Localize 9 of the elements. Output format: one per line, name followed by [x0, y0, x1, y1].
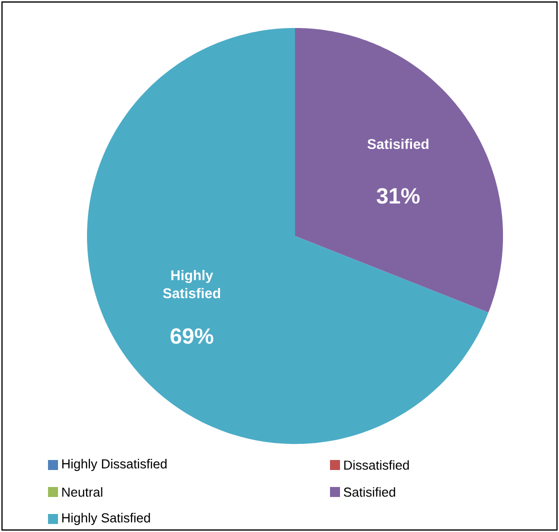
- data-label: 31%: [376, 188, 420, 204]
- legend-label: Highly Satisfied: [62, 512, 150, 526]
- legend-label: Highly Dissatisfied: [62, 458, 167, 472]
- legend-label: Dissatisfied: [344, 460, 409, 470]
- data-label: 69%: [170, 328, 214, 344]
- slice-label: Satisified: [367, 138, 428, 150]
- slice-label: Highly Satisfied: [163, 270, 220, 298]
- legend-label: Satisified: [344, 487, 396, 497]
- legend-label: Neutral: [62, 487, 102, 497]
